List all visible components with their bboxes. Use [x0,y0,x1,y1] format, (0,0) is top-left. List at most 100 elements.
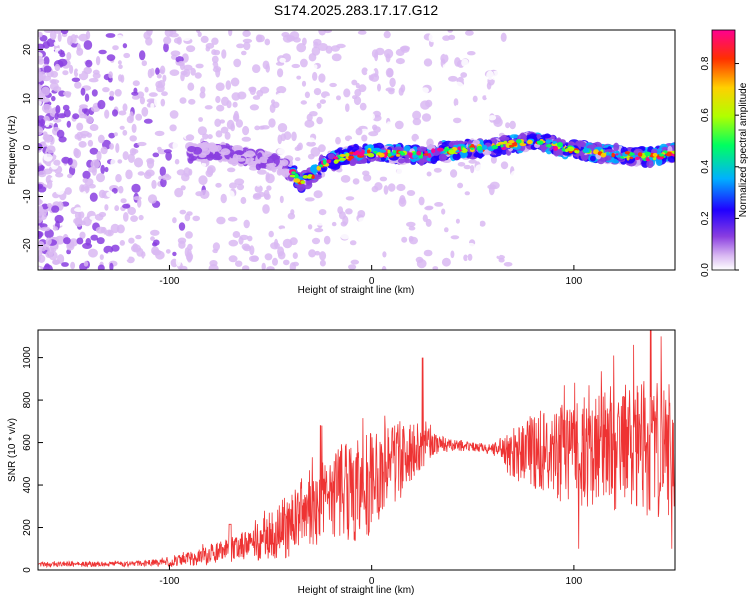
spectrogram-cell [114,205,120,212]
spectrogram-cell [207,93,213,100]
spectrogram-cell [372,124,378,131]
spectrogram-cell [319,99,326,104]
spectrogram-cell [400,152,406,156]
spectrogram-cell [389,216,395,225]
spectrogram-cell [46,145,56,154]
spectrogram-cell [120,198,127,204]
spectrogram-cell [197,126,207,136]
spectrogram-cell [593,151,598,154]
spectrogram-cell [275,61,285,66]
spectrogram-cell [291,218,298,226]
spectrogram-cell [78,211,85,219]
spectrogram-cell [304,119,315,128]
spectrogram-cell [252,64,261,73]
spectrogram-cell [348,264,357,270]
snr-panel: -100 0 100 0 200 400 600 800 1000 Height of str… [7,329,676,596]
spectrogram-cell [367,153,375,158]
spectrogram-cell [67,173,73,179]
spectrogram-y-axis: 20 10 0 -10 -20 [22,44,43,253]
spectrogram-cell [215,182,222,188]
spectrogram-cell [128,237,135,244]
spectrogram-cell [306,141,316,147]
spectrogram-cell [464,237,470,243]
spectrogram-cell [465,30,474,36]
spectrogram-cell [312,164,319,174]
spectrogram-cell [266,158,274,165]
spectrogram-cell [281,31,290,38]
spectrogram-cell [291,131,297,142]
spectrogram-cell [412,117,422,126]
spectrogram-cell [139,50,146,61]
spectrogram-cell [204,105,213,110]
spectrogram-cell [395,237,402,247]
spectrogram-cell [71,77,81,83]
spectrogram-cell [519,143,527,147]
spectrogram-cell [278,225,286,230]
spectrogram-cell [79,104,88,109]
spectrogram-cell [216,104,225,112]
spectrogram-cell [261,262,266,270]
spectrogram-cell [296,182,306,191]
spectrogram-cell [310,147,321,157]
spectrogram-cell [102,87,110,93]
spectrogram-cell [501,147,506,150]
spectrogram-cell [165,173,170,178]
spectrogram-cell [395,48,405,57]
spectrogram-cell [83,260,89,267]
spectrogram-cell [199,189,210,199]
spectrogram-cell [79,184,85,193]
spectrogram-cell [505,122,510,129]
spectrogram-cell [345,208,353,215]
spectrogram-cell [165,151,172,161]
colorbar-tick-label: 0.4 [700,159,711,173]
spectrogram-cell [500,43,507,52]
snr-x-tick-label: 100 [566,576,583,587]
spectrogram-cell [109,262,114,270]
spectrogram-cell [118,81,124,89]
spectrogram-cell [239,234,249,241]
spectrogram-cell [467,253,473,261]
spectrogram-cell [291,63,301,69]
spectrogram-cell [69,64,74,74]
spectrogram-cell [139,64,150,70]
spectrogram-cell [283,131,292,141]
spectrogram-cell [463,254,468,262]
spectrogram-cell [450,169,458,178]
spectrogram-cell [57,32,62,42]
spectrogram-cell [271,99,275,105]
spectrogram-cell [38,266,41,270]
spectrogram-cell [214,118,222,128]
spectrogram-cell [56,155,62,161]
spectrogram-cell [133,196,142,201]
spectrogram-cell [127,206,136,216]
spectrogram-cell [395,246,400,254]
spectrogram-cell [139,96,145,105]
spectrogram-cell [178,240,186,249]
spectrogram-cell [540,134,552,139]
spectrogram-cell [476,99,483,105]
spectrogram-cell [375,47,385,56]
spectrogram-cell [228,255,238,263]
spectrogram-cell [129,135,137,142]
spectrogram-cell [311,237,321,245]
spectrogram-cell [143,171,152,179]
spectrogram-cell [56,129,65,139]
spectrogram-cell [82,170,91,180]
spectrogram-cell [308,249,316,258]
spectrogram-cell [52,226,59,231]
spectrogram-cell [250,255,259,262]
spectrogram-cell [80,220,86,226]
spectrogram-cell [122,43,128,49]
spectrogram-cell [150,236,155,241]
spectrogram-cell [463,77,472,86]
spectrogram-cell [176,36,182,45]
spectrogram-cell [188,98,196,105]
spectrogram-cell [228,30,233,37]
spectrogram-cell [109,90,115,97]
spectrogram-cell [67,157,73,166]
spectrogram-cell [457,162,466,167]
spectrogram-cell [302,175,309,179]
spectrogram-cell [301,80,307,87]
spectrogram-cell [314,250,321,256]
